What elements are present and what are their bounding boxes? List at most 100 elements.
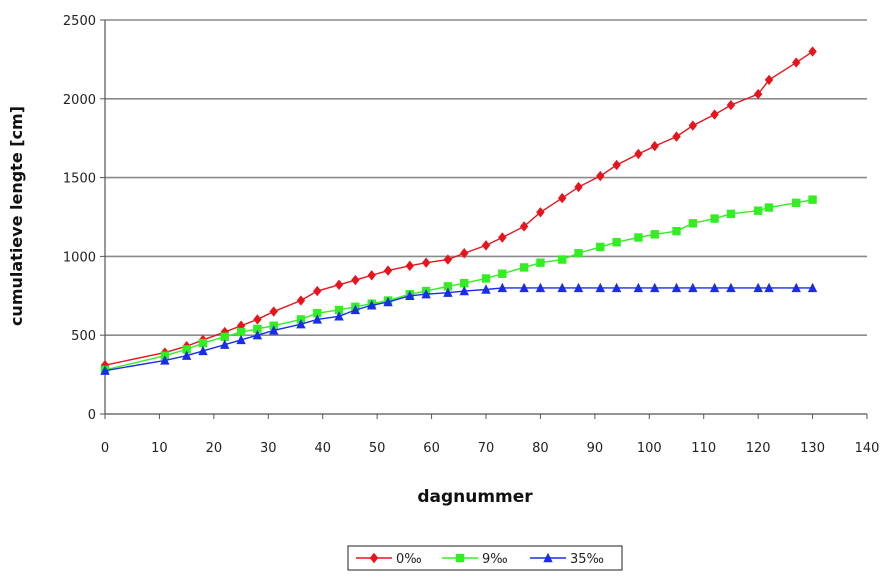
axes <box>100 19 868 419</box>
data-point <box>334 305 344 315</box>
data-point <box>252 330 263 340</box>
data-point <box>650 140 659 152</box>
data-point <box>236 327 246 337</box>
data-point <box>671 282 682 293</box>
legend-item: 9‰ <box>442 552 508 567</box>
series-line <box>104 198 813 371</box>
data-point <box>596 242 605 252</box>
data-point <box>334 279 344 290</box>
data-point <box>312 314 322 324</box>
data-point <box>460 278 469 288</box>
data-point <box>688 219 698 228</box>
data-point <box>612 159 621 171</box>
data-point <box>764 282 774 293</box>
data-point <box>443 282 453 291</box>
data-point <box>633 282 644 293</box>
data-point <box>181 350 192 360</box>
grid <box>105 19 867 337</box>
data-point <box>710 214 719 223</box>
data-point <box>100 365 110 375</box>
data-point <box>383 265 393 276</box>
legend-label: 9‰ <box>482 552 508 567</box>
y-tick-label: 500 <box>71 329 96 344</box>
data-point <box>595 282 605 293</box>
data-point <box>688 282 698 293</box>
data-point <box>710 109 719 120</box>
data-point <box>421 289 431 299</box>
data-point <box>182 345 191 354</box>
data-point <box>220 339 230 349</box>
y-tick-label: 1000 <box>63 250 96 265</box>
x-tick-label: 70 <box>478 441 495 456</box>
data-point <box>753 282 763 293</box>
data-point <box>497 282 508 293</box>
x-tick-label: 140 <box>855 441 880 456</box>
legend-label: 0‰ <box>396 552 422 567</box>
data-point <box>481 284 491 294</box>
data-point <box>764 203 774 212</box>
x-tick-label: 130 <box>800 441 825 456</box>
y-tick-label: 1500 <box>63 172 96 187</box>
data-point <box>519 263 529 272</box>
x-tick-label: 100 <box>637 441 662 456</box>
y-tick-label: 0 <box>88 408 96 423</box>
data-point <box>198 338 208 348</box>
legend-marker <box>543 552 553 563</box>
data-point <box>313 308 322 318</box>
x-tick-label: 40 <box>314 441 331 456</box>
data-point <box>688 120 698 131</box>
data-point <box>573 282 584 293</box>
data-point <box>519 282 529 293</box>
legend-box <box>347 545 623 571</box>
data-point <box>405 260 414 272</box>
series-line <box>104 287 813 372</box>
data-point <box>367 300 377 310</box>
data-point <box>536 207 545 218</box>
data-point <box>459 285 469 296</box>
legend-label: 35‰ <box>570 552 604 567</box>
data-point <box>350 304 361 315</box>
data-point <box>269 306 278 317</box>
data-point <box>351 274 360 286</box>
data-point <box>808 46 817 57</box>
data-point <box>269 325 279 335</box>
data-point <box>296 295 306 306</box>
data-point <box>367 270 376 281</box>
data-point <box>519 221 529 232</box>
data-point <box>253 324 262 334</box>
series-1 <box>100 46 817 371</box>
x-axis-title: dagnummer <box>417 487 533 507</box>
legend-marker <box>369 552 379 564</box>
data-point <box>808 195 817 204</box>
y-tick-label: 2000 <box>63 93 96 108</box>
data-point <box>807 282 818 293</box>
data-point <box>296 318 306 329</box>
data-point <box>611 282 622 293</box>
data-point <box>726 99 736 111</box>
legend-item: 0‰ <box>356 552 422 567</box>
data-point <box>558 255 567 264</box>
data-point <box>672 131 681 142</box>
data-point <box>313 285 322 297</box>
data-point <box>558 192 567 204</box>
x-tick-label: 50 <box>369 441 386 456</box>
data-point <box>557 282 567 293</box>
x-tick-label: 0 <box>101 441 109 456</box>
data-point <box>650 230 659 239</box>
series-3 <box>100 282 818 375</box>
x-tick-label: 30 <box>260 441 277 456</box>
data-point <box>672 226 681 236</box>
data-point <box>481 240 491 251</box>
data-point <box>481 274 491 283</box>
data-point <box>498 269 507 278</box>
data-point <box>160 355 170 365</box>
x-tick-label: 60 <box>423 441 440 456</box>
series <box>100 46 818 375</box>
data-point <box>634 233 643 242</box>
x-tick-label: 120 <box>746 441 771 456</box>
y-axis-title: cumulatieve lengte [cm] <box>7 106 26 326</box>
x-tick-label: 110 <box>691 441 716 456</box>
data-point <box>536 258 545 267</box>
